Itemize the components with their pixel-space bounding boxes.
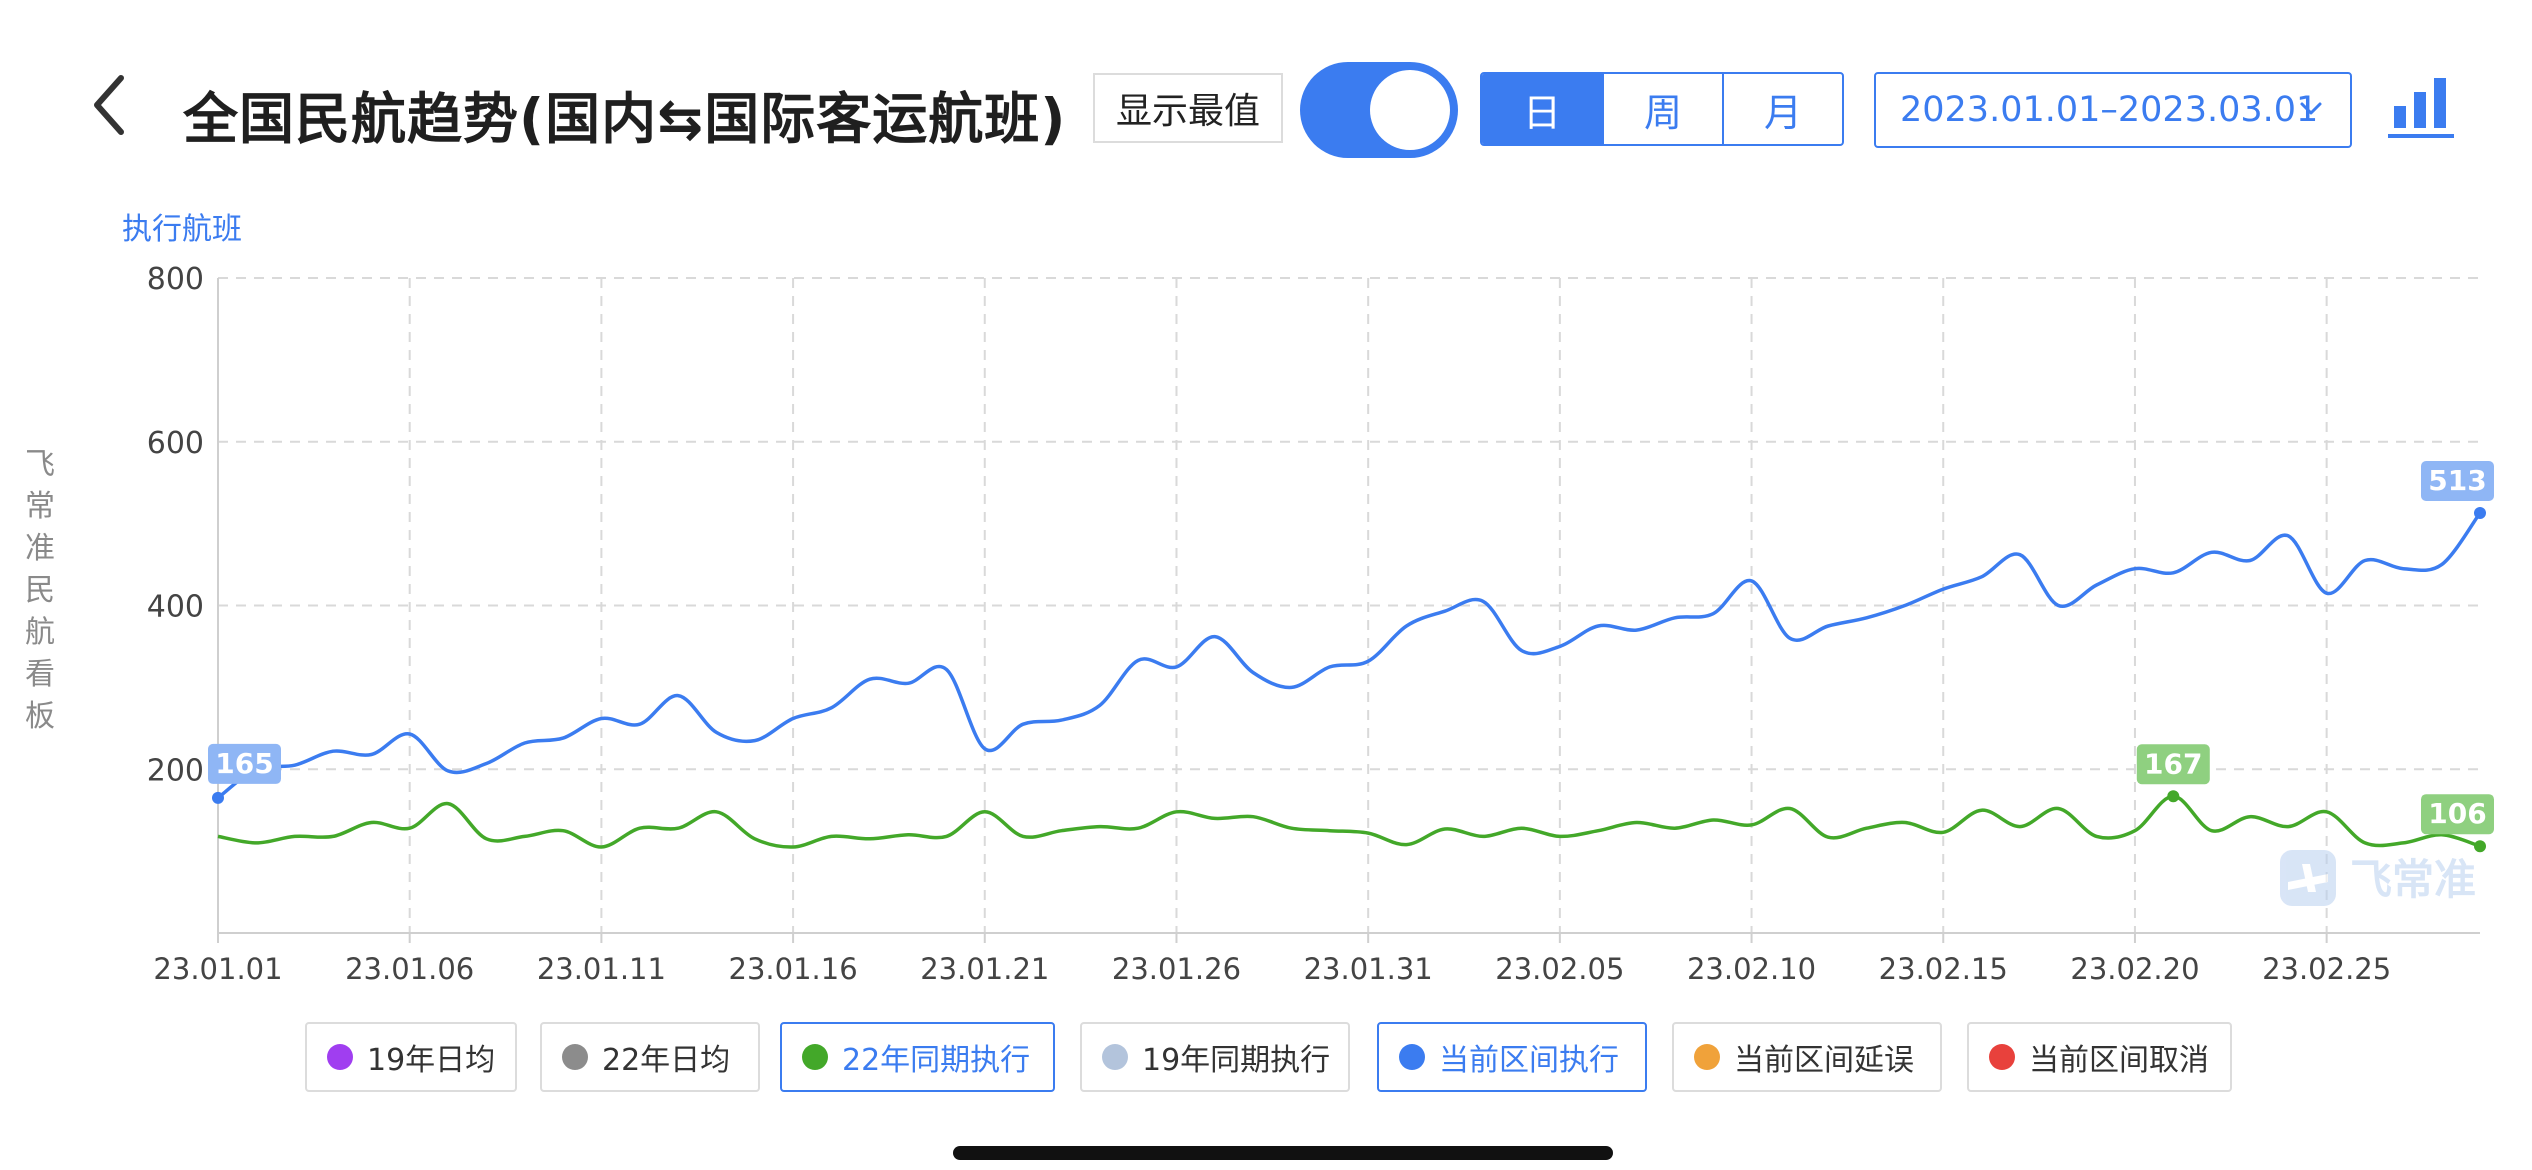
exec-22-last-label-bg: [2421, 794, 2494, 835]
page-title: 全国民航趋势(国内⇆国际客运航班): [183, 87, 1067, 151]
current-exec-first-point: [212, 791, 224, 804]
plane-shape: [2288, 864, 2328, 892]
current-exec-last-label: 513: [2428, 464, 2486, 497]
legend-item[interactable]: 22年日均: [540, 1022, 760, 1092]
x-tick-label: 23.01.21: [920, 952, 1049, 986]
legend-dot-icon: [1989, 1044, 2015, 1070]
x-tick-label: 23.01.06: [345, 952, 474, 986]
legend-item[interactable]: 19年日均: [305, 1022, 517, 1092]
legend-item[interactable]: 当前区间延误: [1672, 1022, 1942, 1092]
chevron-left-icon: [94, 75, 124, 135]
current-exec-last-label-bg: [2421, 460, 2494, 501]
legend-label: 22年同期执行: [842, 1043, 1031, 1078]
legend-item[interactable]: 当前区间取消: [1967, 1022, 2232, 1092]
y-tick-label: 200: [147, 753, 204, 788]
x-tick-label: 23.01.11: [537, 952, 666, 986]
y-tick-label: 600: [147, 426, 204, 461]
x-tick-label: 23.01.01: [153, 952, 282, 986]
current-exec-last-point: [2474, 506, 2486, 519]
legend-label: 当前区间取消: [2029, 1043, 2209, 1078]
legend-dot-icon: [802, 1044, 828, 1070]
legend-dot-icon: [327, 1044, 353, 1070]
tab-month[interactable]: 月: [1722, 74, 1842, 144]
legend-label: 19年同期执行: [1142, 1043, 1331, 1078]
toggle-knob: [1370, 70, 1450, 150]
date-range-select[interactable]: 2023.01.01–2023.03.01: [1874, 72, 2352, 148]
x-tick-label: 23.02.10: [1687, 952, 1816, 986]
x-tick-label: 23.01.26: [1112, 952, 1241, 986]
y-tick-label: 800: [147, 262, 204, 297]
x-tick-label: 23.02.20: [2070, 952, 2199, 986]
legend-label: 19年日均: [367, 1043, 496, 1078]
home-indicator: [953, 1146, 1613, 1160]
x-tick-label: 23.02.05: [1495, 952, 1624, 986]
x-tick-label: 23.01.16: [729, 952, 858, 986]
exec-22-max-point: [2167, 790, 2180, 803]
tab-week[interactable]: 周: [1602, 74, 1722, 144]
tab-day[interactable]: 日: [1482, 74, 1602, 144]
show-extreme-toggle[interactable]: [1300, 62, 1458, 158]
exec-22-last-label: 106: [2428, 797, 2486, 830]
line-chart: 200 400 600 800 23.01.01 23.01.06 23.01.11 23.0…: [147, 262, 2494, 986]
current-exec-first-label-bg: [208, 743, 281, 784]
date-range-value: 2023.01.01–2023.03.01: [1900, 90, 2319, 130]
y-axis-title: 执行航班: [122, 212, 242, 247]
exec-22-series-line: [217, 794, 2481, 849]
x-tick-label: 23.02.25: [2262, 952, 2391, 986]
legend-dot-icon: [1399, 1044, 1425, 1070]
legend-item[interactable]: 19年同期执行: [1080, 1022, 1350, 1092]
legend-label: 当前区间延误: [1734, 1043, 1914, 1078]
y-tick-label: 400: [147, 590, 204, 625]
legend-dot-icon: [562, 1044, 588, 1070]
back-button[interactable]: [85, 70, 135, 140]
header-bar: 全国民航趋势(国内⇆国际客运航班) 显示最值 日 周 月 2023.01.01–…: [0, 0, 2532, 200]
x-tick-label: 23.01.31: [1304, 952, 1433, 986]
current-exec-series-line: [216, 511, 2482, 800]
legend-item[interactable]: 22年同期执行: [780, 1022, 1055, 1092]
exec-22-max-label: 167: [2144, 747, 2202, 780]
show-extreme-label[interactable]: 显示最值: [1093, 73, 1283, 143]
legend-label: 当前区间执行: [1439, 1043, 1619, 1078]
current-exec-first-label: 165: [215, 747, 273, 780]
period-tabs: 日 周 月: [1480, 72, 1844, 146]
corner-watermark: 飞常准: [2280, 850, 2476, 906]
legend-dot-icon: [1102, 1044, 1128, 1070]
side-watermark: 飞常准民航看板: [25, 447, 55, 734]
exec-22-max-label-bg: [2136, 744, 2210, 785]
chevron-down-icon: [2300, 102, 2322, 115]
legend-item[interactable]: 当前区间执行: [1377, 1022, 1647, 1092]
bar-chart-icon[interactable]: [2386, 72, 2458, 140]
exec-22-last-point: [2474, 840, 2486, 853]
legend-label: 22年日均: [602, 1043, 731, 1078]
legend-dot-icon: [1694, 1044, 1720, 1070]
watermark-text: 飞常准: [2350, 855, 2476, 904]
x-tick-label: 23.02.15: [1879, 952, 2008, 986]
